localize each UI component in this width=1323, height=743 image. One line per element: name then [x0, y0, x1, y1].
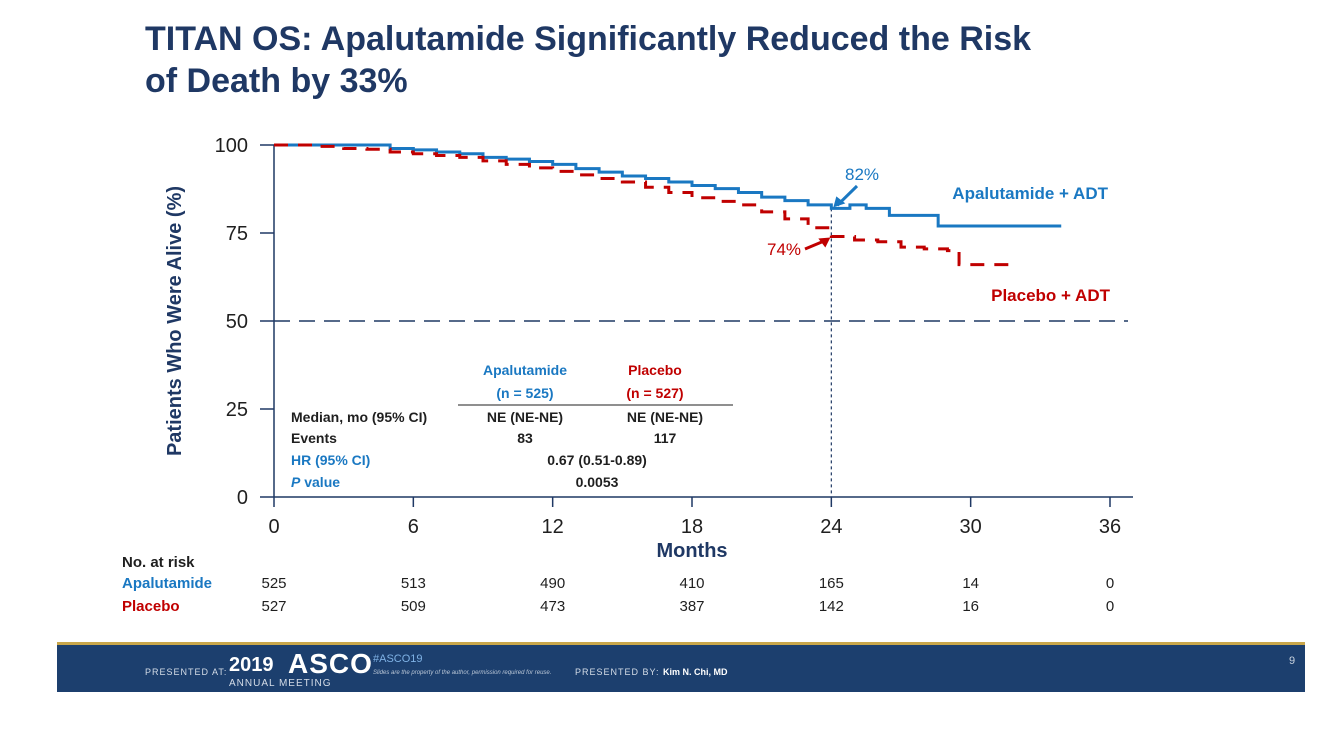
y-tick-label: 50: [226, 311, 248, 333]
y-tick-label: 100: [215, 135, 248, 157]
table-row-label: Events: [291, 430, 337, 446]
x-tick-label: 6: [408, 516, 419, 538]
survival-chart: 0 25 50 75 100 0 6 12 18 24 30 36 Months Patients Who…: [122, 135, 1133, 615]
table-hr-label: HR (95% CI): [291, 452, 370, 468]
table-p-value: 0.0053: [576, 474, 619, 490]
footer-presented-by-label: PRESENTED BY:: [575, 667, 660, 677]
footer-presented-at: PRESENTED AT:: [145, 667, 228, 677]
slide-title: TITAN OS: Apalutamide Significantly Redu…: [145, 18, 1145, 102]
asco-logo: ASCO: [288, 648, 373, 679]
arrowhead-74: [818, 237, 831, 248]
x-tick-label: 36: [1099, 516, 1121, 538]
apalutamide-curve: [274, 143, 1062, 228]
at-risk-value: 490: [540, 575, 565, 592]
x-tick-label: 18: [681, 516, 703, 538]
at-risk-label: Placebo: [122, 598, 180, 615]
slide-title-line-2: of Death by 33%: [145, 62, 408, 100]
table-p-label-italic: P: [291, 474, 301, 490]
y-axis-label: Patients Who Were Alive (%): [164, 186, 186, 456]
footer-year: 2019: [229, 654, 274, 676]
at-risk-header: No. at risk: [122, 554, 195, 571]
y-tick-label: 25: [226, 399, 248, 421]
y-tick-label: 0: [237, 487, 248, 509]
at-risk-value: 14: [962, 575, 979, 592]
at-risk-value: 527: [261, 598, 286, 615]
annotation-placebo-74: 74%: [767, 240, 801, 259]
x-tick-label: 0: [268, 516, 279, 538]
x-axis-label: Months: [656, 540, 727, 562]
table-cell-apalutamide: 83: [517, 430, 533, 446]
at-risk-label: Apalutamide: [122, 575, 212, 592]
footer-meeting: ANNUAL MEETING: [229, 678, 332, 689]
at-risk-value: 509: [401, 598, 426, 615]
x-tick-label: 24: [820, 516, 842, 538]
footer-note: Slides are the property of the author, p…: [373, 670, 552, 676]
table-cell-placebo: 117: [654, 430, 677, 446]
at-risk-value: 513: [401, 575, 426, 592]
at-risk-value: 525: [261, 575, 286, 592]
at-risk-value: 473: [540, 598, 565, 615]
at-risk-value: 0: [1106, 598, 1114, 615]
annotation-apalutamide-82: 82%: [845, 165, 879, 184]
footer-presenter: Kim N. Chi, MD: [663, 667, 728, 677]
y-tick-label: 75: [226, 223, 248, 245]
legend-apalutamide: Apalutamide + ADT: [952, 184, 1108, 203]
at-risk-value: 387: [679, 598, 704, 615]
table-hr-value: 0.67 (0.51-0.89): [547, 452, 647, 468]
at-risk-value: 16: [962, 598, 979, 615]
table-p-label: P value: [291, 474, 340, 490]
table-header-placebo-n: (n = 527): [626, 385, 683, 401]
legend-placebo: Placebo + ADT: [991, 286, 1110, 305]
table-cell-apalutamide: NE (NE-NE): [487, 409, 563, 425]
placebo-curve: [274, 143, 1018, 267]
footer-bar: PRESENTED AT: 2019 ASCO ANNUAL MEETING #…: [57, 642, 1305, 692]
at-risk-value: 165: [819, 575, 844, 592]
at-risk-value: 410: [679, 575, 704, 592]
at-risk-value: 142: [819, 598, 844, 615]
footer-presented-by: PRESENTED BY: Kim N. Chi, MD: [575, 667, 728, 677]
page-number: 9: [1289, 655, 1296, 667]
table-header-apalutamide-n: (n = 525): [496, 385, 553, 401]
x-tick-label: 12: [542, 516, 564, 538]
table-p-label-rest: value: [300, 474, 340, 490]
footer-hashtag: #ASCO19: [373, 653, 423, 665]
table-header-apalutamide: Apalutamide: [483, 362, 567, 378]
arrowhead-82: [833, 196, 846, 208]
table-row-label: Median, mo (95% CI): [291, 409, 427, 425]
slide-title-line-1: TITAN OS: Apalutamide Significantly Redu…: [145, 20, 1032, 58]
table-header-placebo: Placebo: [628, 362, 682, 378]
table-cell-placebo: NE (NE-NE): [627, 409, 703, 425]
at-risk-value: 0: [1106, 575, 1114, 592]
x-tick-label: 30: [960, 516, 982, 538]
